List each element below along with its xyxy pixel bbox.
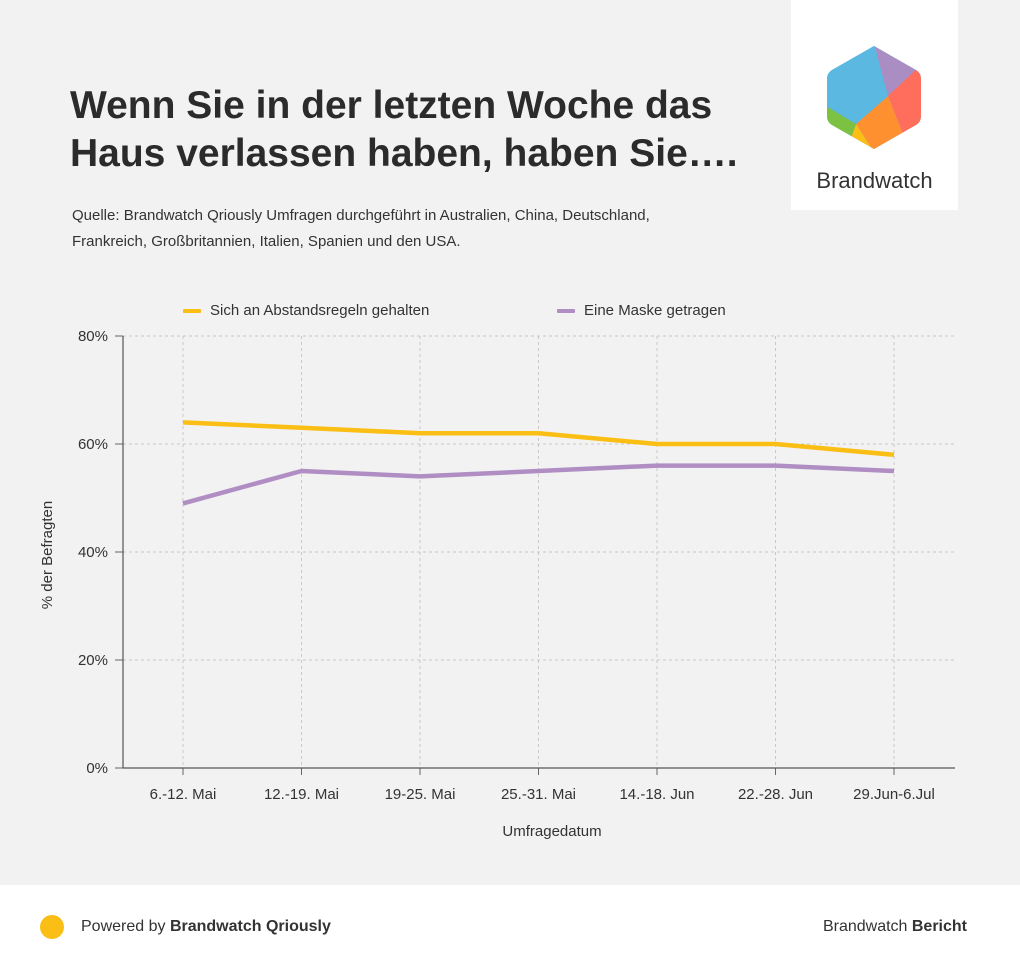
x-tick-label: 12.-19. Mai	[264, 786, 339, 803]
x-tick-label: 22.-28. Jun	[738, 786, 813, 803]
chart-legend: Sich an Abstandsregeln gehalten Eine Mas…	[0, 302, 1020, 326]
x-tick-label: 19-25. Mai	[385, 786, 456, 803]
y-axis-title: % der Befragten	[39, 501, 56, 609]
y-tick-label: 0%	[86, 760, 108, 777]
y-tick-label: 20%	[78, 652, 108, 669]
source-note: Quelle: Brandwatch Qriously Umfragen dur…	[72, 207, 650, 250]
brandwatch-logo-text: Brandwatch	[816, 168, 933, 193]
brandwatch-logo-card: Brandwatch	[791, 0, 958, 210]
legend-item-distance: Sich an Abstandsregeln gehalten	[183, 302, 429, 319]
qriously-dot-icon	[40, 915, 64, 939]
chart-title: Wenn Sie in der letzten Woche das Haus v…	[70, 84, 738, 175]
powered-brand: Brandwatch Qriously	[169, 918, 331, 935]
y-tick-label: 40%	[78, 544, 108, 561]
report-bold: Bericht	[911, 918, 967, 935]
legend-swatch-mask	[557, 308, 575, 313]
powered-prefix: Powered by	[81, 918, 170, 935]
x-tick-label: 6.-12. Mai	[150, 786, 217, 803]
report-label: Brandwatch Bericht	[823, 918, 967, 936]
legend-item-mask: Eine Maske getragen	[557, 302, 726, 319]
x-tick-label: 14.-18. Jun	[619, 786, 694, 803]
series-line-0	[182, 420, 895, 458]
x-tick-label: 25.-31. Mai	[501, 786, 576, 803]
line-chart: 0% 20% 40% 60% 80% 6.-12. Mai 12.-19. Mai 19-25…	[39, 328, 955, 840]
y-tick-label: 60%	[78, 436, 108, 453]
series-line-1	[182, 463, 895, 506]
brandwatch-hexagon-icon	[827, 46, 921, 149]
legend-label-distance: Sich an Abstandsregeln gehalten	[210, 302, 430, 319]
powered-by-text: Powered by Brandwatch Qriously	[81, 918, 331, 936]
y-tick-label: 80%	[78, 328, 108, 345]
footer: Powered by Brandwatch Qriously Brandwatc…	[0, 885, 1020, 967]
x-tick-label: 29.Jun-6.Jul	[853, 786, 935, 803]
legend-swatch-distance	[183, 308, 201, 313]
report-prefix: Brandwatch	[822, 918, 912, 935]
x-axis-title: Umfragedatum	[502, 823, 601, 840]
legend-label-mask: Eine Maske getragen	[584, 302, 726, 319]
